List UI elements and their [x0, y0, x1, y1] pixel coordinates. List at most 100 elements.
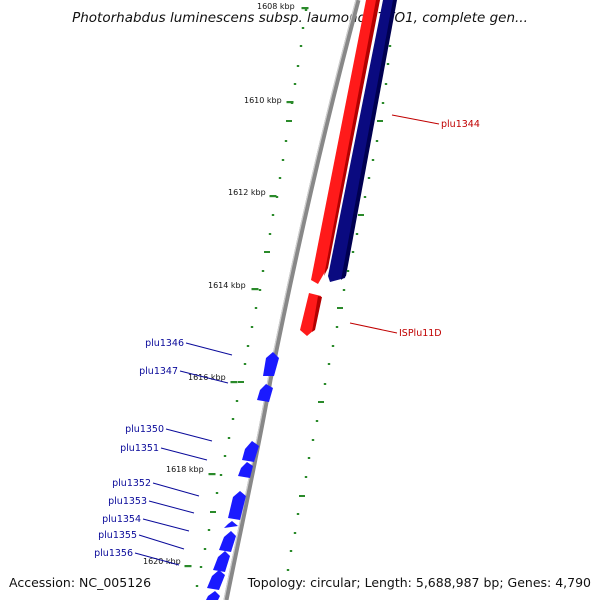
scale-tick-outer-29 [203, 548, 207, 550]
scale-tick-outer-27 [210, 511, 216, 513]
red-feature-isplu11d-shade [312, 296, 322, 332]
scale-tick-outer-10 [275, 196, 279, 198]
gene-label-plu1350[interactable]: plu1350 [125, 424, 164, 435]
scale-tick-outer-19 [243, 363, 247, 365]
navy-feature [328, 0, 396, 282]
gene-label-leader [142, 518, 190, 532]
major-tick-mark [251, 288, 259, 291]
gene-label-plu1356[interactable]: plu1356 [94, 548, 133, 559]
major-tick-mark [301, 7, 309, 10]
cds-blocks [206, 352, 279, 600]
scale-tick-outer-14 [261, 270, 265, 272]
scale-tick-inner-9 [358, 214, 364, 216]
scale-tick-outer-23 [227, 437, 231, 439]
scale-tick-outer-8 [281, 159, 285, 161]
scale-tick-inner-8 [363, 196, 367, 198]
scale-tick-outer-1 [301, 27, 305, 29]
scale-tick-outer-12 [268, 233, 272, 235]
navy-feature-shade [341, 0, 397, 280]
cds-plu1355 [213, 551, 230, 572]
gene-label-leader [148, 500, 195, 514]
major-tick-mark [184, 565, 192, 568]
map-title: Photorhabdus luminescens subsp. laumondi… [72, 10, 528, 26]
scale-tick-inner-17 [327, 363, 331, 365]
scale-tick-inner-4 [377, 120, 383, 122]
scale-tick-inner-2 [384, 83, 388, 85]
gene-label-leader [138, 534, 185, 550]
gene-label-plu1354[interactable]: plu1354 [102, 514, 141, 525]
scale-tick-inner-18 [323, 383, 327, 385]
scale-tick-inner-22 [307, 457, 311, 459]
scale-tick-outer-3 [296, 65, 300, 67]
scale-tick-outer-21 [235, 400, 239, 402]
tick-label: 1612 kbp [228, 188, 266, 197]
scale-tick-inner-23 [304, 476, 308, 478]
scale-tick-outer-11 [271, 214, 275, 216]
gene-label-plu1346[interactable]: plu1346 [145, 338, 184, 349]
cds-plu1352 [228, 491, 246, 520]
red-feature-plu1344 [311, 0, 378, 284]
gene-label-plu1355[interactable]: plu1355 [98, 530, 137, 541]
gene-label-leader [185, 342, 233, 356]
scale-tick-inner-27 [289, 550, 293, 552]
scale-tick-inner-16 [331, 345, 335, 347]
gene-label-plu1344[interactable]: plu1344 [441, 119, 480, 130]
scale-tick-outer-16 [254, 307, 258, 309]
scale-tick-inner-28 [286, 569, 290, 571]
scale-tick-inner-7 [367, 177, 371, 179]
tick-label: 1618 kbp [166, 465, 204, 474]
scale-tick-outer-6 [286, 120, 292, 122]
scale-tick-inner-13 [342, 289, 346, 291]
accession-text: Accession: NC_005126 [9, 575, 152, 590]
scale-tick-outer-26 [215, 492, 219, 494]
gene-label-leader [134, 552, 180, 566]
cds-plu1354 [219, 531, 236, 552]
scale-tick-inner-14 [337, 307, 343, 309]
cds-plu1351 [238, 462, 253, 478]
major-tick-mark [208, 473, 216, 476]
gene-label-leader [349, 322, 398, 334]
topology-text: Topology: circular; Length: 5,688,987 bp… [247, 575, 591, 590]
scale-tick-outer-28 [207, 529, 211, 531]
scale-tick-inner-19 [318, 401, 324, 403]
gene-label-plu1347[interactable]: plu1347 [139, 366, 178, 377]
major-tick-mark [269, 195, 277, 198]
cds-plu1350 [242, 441, 259, 462]
scale-tick-outer-15 [258, 289, 262, 291]
scale-tick-inner-12 [346, 270, 350, 272]
tick-label: 1614 kbp [208, 281, 246, 290]
gene-label-plu1352[interactable]: plu1352 [112, 478, 151, 489]
cds-plu1353 [224, 521, 238, 528]
scale-tick-inner-24 [299, 495, 305, 497]
scale-tick-inner-25 [296, 513, 300, 515]
tick-label: 1610 kbp [244, 96, 282, 105]
major-tick-mark [230, 381, 238, 384]
major-tick-mark [286, 101, 294, 104]
scale-tick-inner-0 [388, 45, 392, 47]
scale-tick-outer-31 [195, 585, 199, 587]
scale-ticks [195, 9, 392, 587]
gene-label-plu1353[interactable]: plu1353 [108, 496, 147, 507]
scale-tick-inner-3 [381, 102, 385, 104]
scale-tick-inner-10 [355, 233, 359, 235]
tick-label: 1620 kbp [143, 557, 181, 566]
scale-tick-outer-17 [250, 326, 254, 328]
cds-partial [206, 591, 220, 600]
gene-label-leader [152, 482, 200, 497]
scale-tick-inner-6 [371, 159, 375, 161]
red-feature-isplu11d [300, 293, 321, 336]
tick-label: 1608 kbp [257, 2, 295, 11]
scale-tick-outer-18 [246, 345, 250, 347]
gene-label-leader [160, 447, 208, 461]
scale-tick-outer-20 [238, 381, 244, 383]
gene-label-leader [165, 428, 213, 442]
gene-label-plu1351[interactable]: plu1351 [120, 443, 159, 454]
cds-plu1346 [263, 352, 279, 376]
gene-label-isplu11d[interactable]: ISPlu11D [399, 328, 442, 339]
scale-tick-inner-1 [386, 63, 390, 65]
scale-tick-outer-2 [299, 45, 303, 47]
cds-plu1356 [207, 570, 225, 590]
gene-label-leader [391, 114, 440, 125]
